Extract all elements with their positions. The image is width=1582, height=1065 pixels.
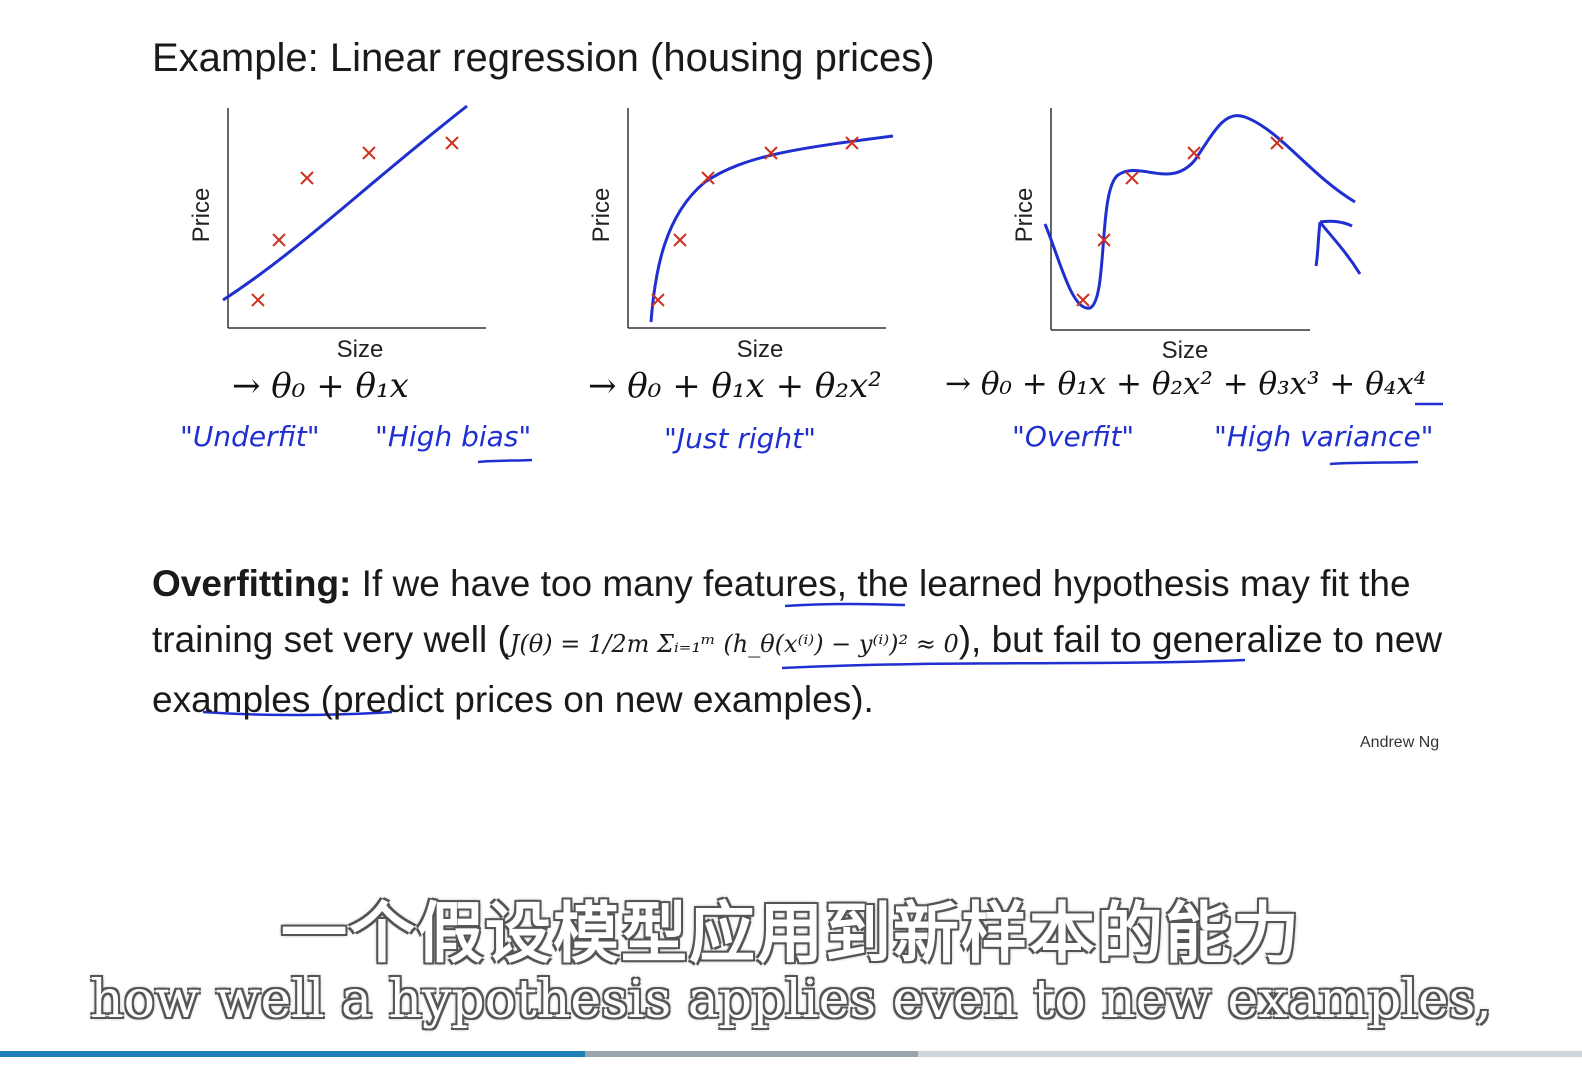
subtitle-english: how well a hypothesis applies even to ne… (90, 970, 1492, 1030)
marker (764, 146, 778, 160)
equation-quartic: → θ₀ + θ₁x + θ₂x² + θ₃x³ + θ₄x⁴ (945, 366, 1427, 402)
underline-formula (781, 658, 1246, 670)
overfitting-heading: Overfitting: (152, 563, 352, 604)
equation-linear: → θ₀ + θ₁x (232, 366, 409, 406)
video-progress-bar[interactable] (0, 1051, 1582, 1057)
marker (272, 233, 286, 247)
data-markers (1076, 136, 1284, 307)
underline-features (784, 602, 906, 608)
marker (651, 293, 665, 307)
note-high-variance: "High variance" (1214, 420, 1434, 453)
y-axis-label: Price (188, 188, 215, 243)
marker (845, 136, 859, 150)
played-bar (0, 1051, 586, 1057)
marker (362, 146, 376, 160)
plot-overfit: Price Size (1011, 108, 1362, 364)
underline (1329, 460, 1419, 466)
lecture-slide: Example: Linear regression (housing pric… (152, 36, 1472, 751)
marker (1125, 171, 1139, 185)
note-underfit: "Underfit" (180, 420, 320, 453)
slide-title: Example: Linear regression (housing pric… (152, 36, 935, 80)
y-axis-label: Price (588, 188, 615, 243)
underline (477, 458, 533, 464)
plots-canvas: Price Size Price Size (188, 104, 1443, 717)
data-markers (251, 136, 459, 307)
x-axis-label: Size (737, 336, 784, 363)
fit-curve (649, 134, 894, 323)
marker (251, 293, 265, 307)
y-axis-label: Price (1011, 188, 1038, 243)
x-axis-label: Size (337, 336, 384, 363)
overfit-curve (1043, 114, 1356, 310)
author-credit: Andrew Ng (1360, 734, 1440, 751)
overfitting-text-2: ), but fail to generalize to new example… (152, 619, 1443, 720)
marker (1187, 146, 1201, 160)
note-overfit: "Overfit" (1012, 420, 1135, 453)
marker (1076, 293, 1090, 307)
note-just-right: "Just right" (664, 422, 817, 455)
note-high-bias: "High bias" (375, 420, 532, 453)
overfitting-paragraph: Overfitting: If we have too many feature… (152, 556, 1472, 728)
data-markers (651, 136, 859, 307)
marker (1097, 233, 1111, 247)
plot-just-right: Price Size (588, 108, 894, 363)
fit-line (222, 104, 468, 302)
marker (701, 171, 715, 185)
marker (1270, 136, 1284, 150)
marker (673, 233, 687, 247)
plot-underfit: Price Size (188, 104, 486, 363)
x-axis-label: Size (1162, 337, 1209, 364)
arrow-annotation (1314, 219, 1362, 275)
cost-formula: J(θ) = 1/2m Σᵢ₌₁ᵐ (h_θ(x⁽ⁱ⁾) − y⁽ⁱ⁾)² ≈ … (509, 630, 959, 658)
equation-quadratic: → θ₀ + θ₁x + θ₂x² (588, 366, 882, 406)
subtitle-chinese: 一个假设模型应用到新样本的能力 (281, 895, 1301, 972)
marker (300, 171, 314, 185)
underline-generalize (202, 710, 393, 717)
marker (445, 136, 459, 150)
overfitting-text-1: If we have too many features, the learne… (152, 563, 1411, 660)
